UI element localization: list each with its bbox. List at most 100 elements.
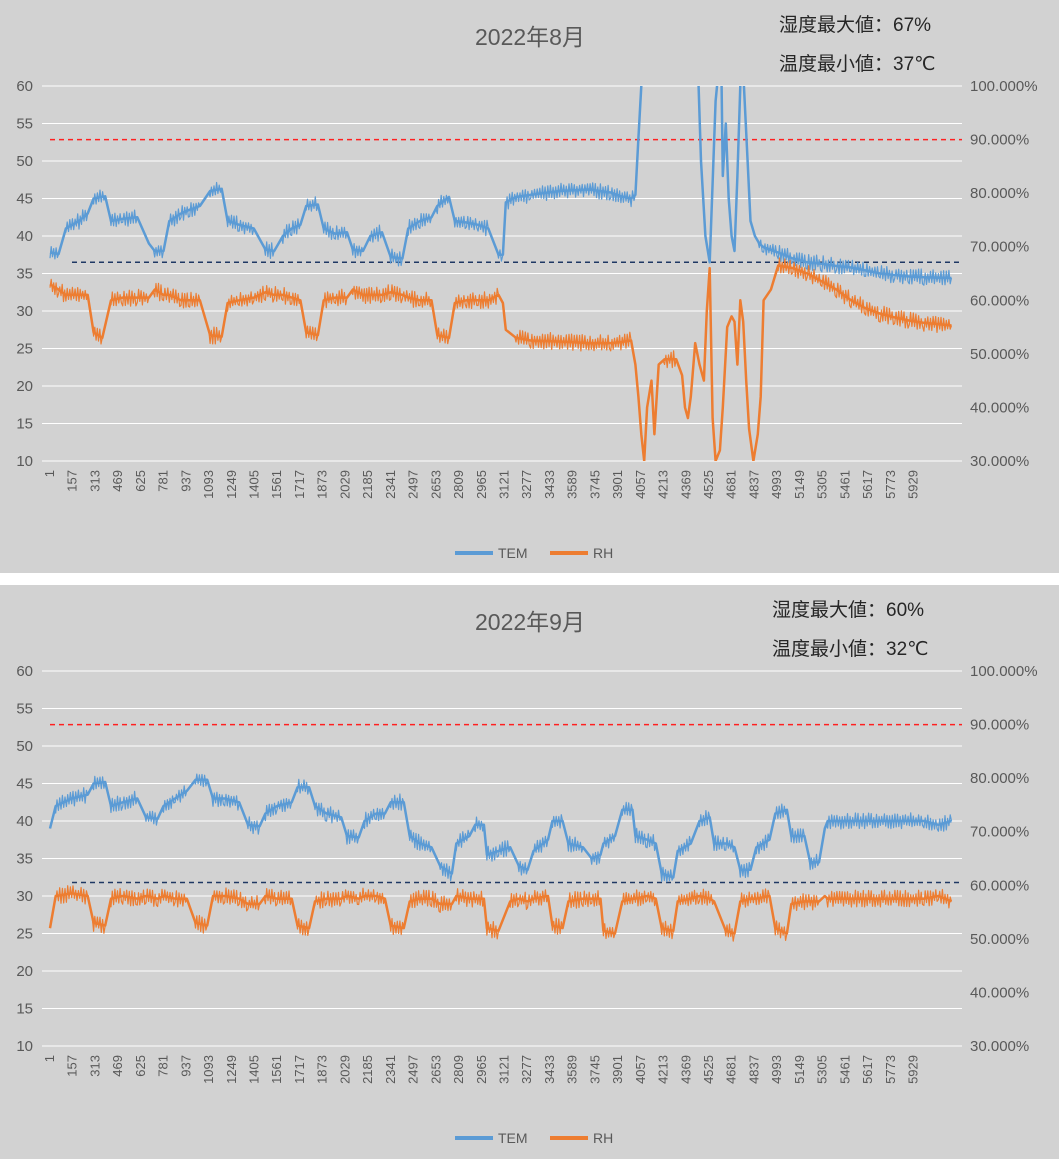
x-tick-label: 3277 — [519, 470, 534, 499]
y-left-tick-label: 30 — [16, 888, 33, 905]
legend-label-tem: TEM — [498, 545, 528, 561]
series-noise-tem — [49, 86, 953, 286]
legend: TEM RH — [455, 545, 613, 561]
y-right-tick-label: 60.000% — [970, 292, 1029, 309]
y-right-tick-label: 60.000% — [970, 877, 1029, 894]
x-tick-label: 2809 — [451, 1055, 466, 1084]
x-tick-label: 5929 — [906, 470, 921, 499]
y-left-tick-label: 55 — [16, 116, 33, 133]
x-tick-label: 5461 — [837, 1055, 852, 1084]
x-tick-label: 1561 — [269, 470, 284, 499]
y-left-tick-label: 35 — [16, 266, 33, 283]
x-tick-label: 2185 — [360, 470, 375, 499]
x-tick-label: 469 — [110, 470, 125, 492]
y-right-tick-label: 90.000% — [970, 717, 1029, 734]
x-tick-label: 1873 — [315, 1055, 330, 1084]
x-tick-label: 2965 — [474, 1055, 489, 1084]
temperature-min-annotation: 温度最小値：32℃ — [772, 638, 928, 660]
x-tick-label: 3901 — [610, 470, 625, 499]
x-tick-label: 3745 — [587, 1055, 602, 1084]
x-tick-label: 4993 — [769, 1055, 784, 1084]
series-line-rh — [49, 264, 952, 461]
x-tick-label: 4369 — [678, 470, 693, 499]
x-tick-label: 3745 — [587, 470, 602, 499]
x-tick-label: 313 — [87, 470, 102, 492]
y-right-tick-label: 40.000% — [970, 984, 1029, 1001]
x-tick-label: 1 — [42, 1055, 57, 1062]
x-tick-label: 2029 — [337, 1055, 352, 1084]
y-left-tick-label: 40 — [16, 228, 33, 245]
x-tick-label: 5305 — [815, 470, 830, 499]
y-left-tick-label: 50 — [16, 153, 33, 170]
x-tick-label: 937 — [178, 470, 193, 492]
x-tick-label: 157 — [65, 470, 80, 492]
y-left-tick-label: 45 — [16, 776, 33, 793]
y-left-tick-label: 55 — [16, 701, 33, 718]
series-line-tem — [49, 86, 952, 280]
gridlines — [42, 670, 962, 1047]
x-tick-label: 4525 — [701, 470, 716, 499]
x-tick-label: 3433 — [542, 1055, 557, 1084]
series-group — [49, 86, 953, 461]
x-tick-label: 1873 — [315, 470, 330, 499]
humidity-max-annotation: 湿度最大値：67% — [779, 14, 931, 36]
x-tick-label: 3901 — [610, 1055, 625, 1084]
y-right-tick-label: 30.000% — [970, 453, 1029, 470]
y-left-tick-label: 10 — [16, 453, 33, 470]
x-tick-label: 4057 — [633, 1055, 648, 1084]
x-tick-label: 3433 — [542, 470, 557, 499]
y-right-tick-label: 70.000% — [970, 824, 1029, 841]
y-left-tick-label: 60 — [16, 78, 33, 95]
y-right-tick-label: 90.000% — [970, 132, 1029, 149]
y-right-tick-label: 40.000% — [970, 399, 1029, 416]
x-tick-label: 5149 — [792, 1055, 807, 1084]
legend: TEM RH — [455, 1130, 613, 1146]
y-left-tick-label: 40 — [16, 813, 33, 830]
y-right-tick-label: 50.000% — [970, 346, 1029, 363]
chart-september-panel: 60 55 50 45 40 35 30 25 20 15 10 100.000% 90.000% 80.… — [0, 585, 1059, 1159]
x-tick-label: 937 — [178, 1055, 193, 1077]
x-tick-label: 2965 — [474, 470, 489, 499]
legend-label-rh: RH — [593, 1130, 613, 1146]
y-left-tick-label: 15 — [16, 1001, 33, 1018]
x-tick-label: 1405 — [247, 470, 262, 499]
x-tick-label: 5617 — [860, 470, 875, 499]
chart-title: 2022年9月 — [475, 609, 585, 635]
x-tick-label: 5461 — [837, 470, 852, 499]
x-tick-label: 2497 — [406, 1055, 421, 1084]
x-tick-label: 4837 — [746, 470, 761, 499]
legend-label-rh: RH — [593, 545, 613, 561]
x-tick-label: 157 — [65, 1055, 80, 1077]
x-tick-label: 1561 — [269, 1055, 284, 1084]
series-noise-rh — [49, 885, 953, 942]
y-right-tick-label: 80.000% — [970, 770, 1029, 787]
x-tick-label: 1405 — [247, 1055, 262, 1084]
chart-svg: 60 55 50 45 40 35 30 25 20 15 10 100.000% 90.000% 80.… — [16, 599, 1038, 1146]
y-right-tick-label: 100.000% — [970, 663, 1038, 680]
y-left-tick-label: 10 — [16, 1038, 33, 1055]
x-tick-label: 2341 — [383, 1055, 398, 1084]
x-tick-label: 5617 — [860, 1055, 875, 1084]
y-left-tick-label: 20 — [16, 963, 33, 980]
chart-title: 2022年8月 — [475, 24, 585, 50]
y-right-tick-label: 70.000% — [970, 239, 1029, 256]
x-tick-label: 3589 — [565, 1055, 580, 1084]
x-tick-label: 4681 — [724, 470, 739, 499]
y-left-tick-label: 25 — [16, 926, 33, 943]
x-tick-label: 2809 — [451, 470, 466, 499]
x-tick-label: 625 — [133, 470, 148, 492]
x-tick-label: 4213 — [656, 1055, 671, 1084]
x-tick-label: 4213 — [656, 470, 671, 499]
x-tick-label: 3121 — [496, 470, 511, 499]
y-left-tick-label: 60 — [16, 663, 33, 680]
legend-label-tem: TEM — [498, 1130, 528, 1146]
y-left-tick-label: 35 — [16, 851, 33, 868]
x-tick-label: 5149 — [792, 470, 807, 499]
x-tick-label: 625 — [133, 1055, 148, 1077]
temperature-min-annotation: 温度最小値：37℃ — [779, 53, 935, 75]
x-tick-label: 313 — [87, 1055, 102, 1077]
series-line-tem — [48, 778, 952, 879]
x-tick-label: 2029 — [337, 470, 352, 499]
humidity-max-annotation: 湿度最大値：60% — [772, 599, 924, 621]
x-tick-label: 1249 — [224, 1055, 239, 1084]
